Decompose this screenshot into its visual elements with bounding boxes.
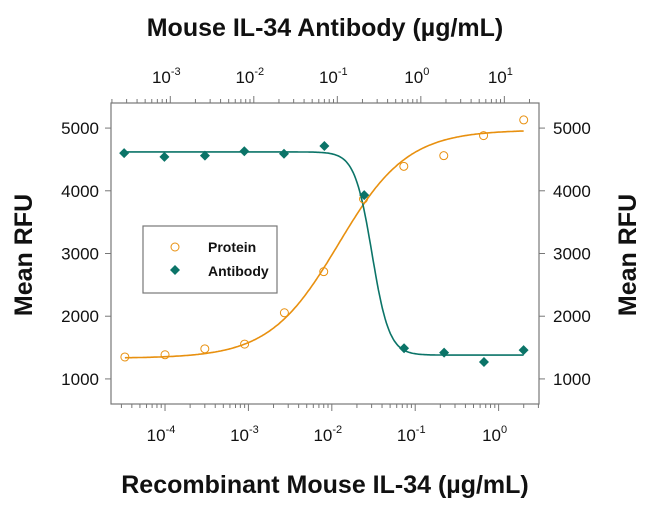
x-bottom-tick-label: 10-2 xyxy=(313,424,342,445)
legend: Protein Antibody xyxy=(142,225,278,294)
y-tick-label-right: 3000 xyxy=(553,245,591,264)
legend-antibody-label: Antibody xyxy=(208,263,269,279)
y-tick-label-left: 1000 xyxy=(61,370,99,389)
antibody-data-point xyxy=(518,345,529,356)
legend-box xyxy=(142,225,278,294)
legend-protein-label: Protein xyxy=(208,239,256,255)
y-tick-label-left: 4000 xyxy=(61,182,99,201)
antibody-data-point xyxy=(399,343,410,354)
y-tick-label-right: 1000 xyxy=(553,370,591,389)
x-top-tick-label: 10-1 xyxy=(319,66,348,87)
y-tick-label-left: 3000 xyxy=(61,245,99,264)
antibody-data-point xyxy=(239,146,250,157)
antibody-data-point xyxy=(279,148,290,159)
y-axis-label-left: Mean RFU xyxy=(10,194,38,316)
protein-data-point xyxy=(200,344,210,354)
protein-data-point xyxy=(479,131,489,141)
legend-protein-marker xyxy=(170,242,180,252)
antibody-fit-curve xyxy=(124,151,524,356)
protein-fit-curve xyxy=(124,130,524,359)
legend-antibody-marker xyxy=(170,265,180,275)
y-tick-label-left: 5000 xyxy=(61,119,99,138)
x-bottom-tick-label: 10-3 xyxy=(230,424,259,445)
y-tick-label-right: 4000 xyxy=(553,182,591,201)
y-tick-label-right: 2000 xyxy=(553,307,591,326)
protein-data-point xyxy=(279,308,289,318)
protein-data-point xyxy=(399,161,409,171)
y-axis-label-right: Mean RFU xyxy=(614,194,642,316)
y-tick-label-left: 2000 xyxy=(61,307,99,326)
x-top-tick-label: 10-2 xyxy=(235,66,264,87)
antibody-data-point xyxy=(439,347,450,358)
protein-data-point xyxy=(120,352,130,362)
antibody-data-point xyxy=(159,151,170,162)
x-axis-label: Recombinant Mouse IL-34 (µg/mL) xyxy=(121,471,528,499)
antibody-data-point xyxy=(319,140,330,151)
x-bottom-tick-label: 10-1 xyxy=(397,424,426,445)
protein-data-point xyxy=(519,115,529,125)
x-top-tick-label: 101 xyxy=(488,66,513,87)
protein-data-point xyxy=(240,339,250,349)
antibody-data-point xyxy=(478,356,489,367)
protein-data-point xyxy=(160,350,170,360)
antibody-data-point xyxy=(199,150,210,161)
x-bottom-tick-label: 100 xyxy=(482,424,507,445)
chart-title: Mouse IL-34 Antibody (µg/mL) xyxy=(147,14,504,42)
protein-data-point xyxy=(439,151,449,161)
x-top-tick-label: 100 xyxy=(404,66,429,87)
antibody-data-point xyxy=(359,190,370,201)
antibody-data-point xyxy=(119,148,130,159)
y-tick-label-right: 5000 xyxy=(553,119,591,138)
x-bottom-tick-label: 10-4 xyxy=(147,424,176,445)
x-top-tick-label: 10-3 xyxy=(152,66,181,87)
protein-data-point xyxy=(319,267,329,277)
